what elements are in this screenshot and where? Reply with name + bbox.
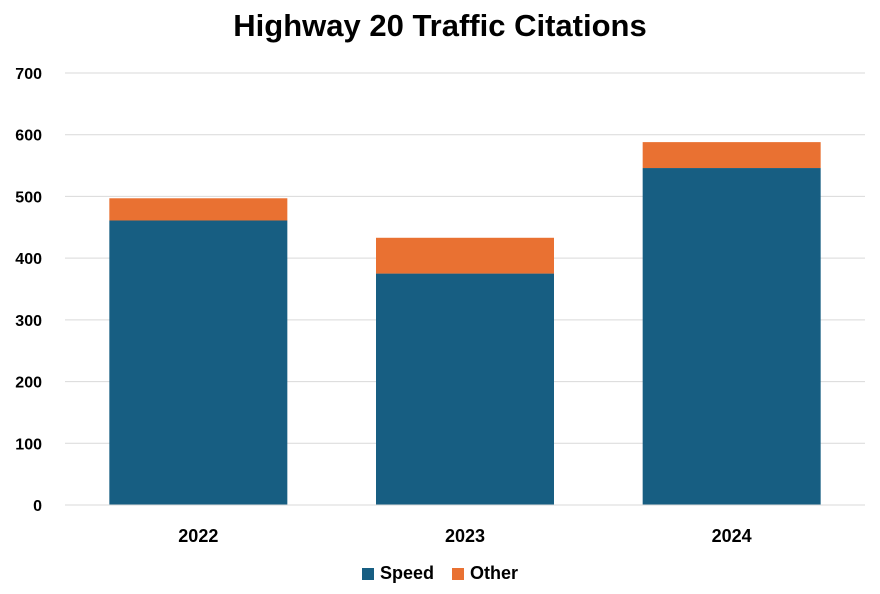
y-tick-label-200: 200 (15, 375, 42, 392)
y-tick-label-400: 400 (15, 251, 42, 268)
bar-other-2024 (642, 142, 821, 169)
legend-item-other: Other (452, 563, 518, 584)
bar-other-2022 (109, 198, 288, 221)
legend-label-other: Other (470, 563, 519, 583)
chart-title: Highway 20 Traffic Citations (233, 8, 647, 43)
y-tick-label-600: 600 (15, 128, 42, 145)
bar-speed-2022 (109, 220, 288, 506)
y-tick-label-300: 300 (15, 313, 42, 330)
x-tick-label-2024: 2024 (712, 526, 752, 546)
legend-item-speed: Speed (361, 563, 434, 584)
y-tick-label-500: 500 (15, 189, 42, 206)
y-tick-label-0: 0 (33, 498, 42, 515)
y-tick-label-100: 100 (15, 436, 42, 453)
legend: Speed Other (0, 563, 880, 584)
y-tick-label-700: 700 (15, 66, 42, 83)
x-tick-label-2022: 2022 (178, 526, 218, 546)
bar-other-2023 (376, 237, 554, 274)
legend-swatch-other (452, 567, 464, 580)
x-tick-label-2023: 2023 (445, 526, 485, 546)
bar-speed-2024 (642, 168, 821, 506)
legend-swatch-speed (361, 567, 374, 580)
bar-speed-2023 (376, 273, 554, 505)
legend-label-speed: Speed (379, 563, 434, 583)
